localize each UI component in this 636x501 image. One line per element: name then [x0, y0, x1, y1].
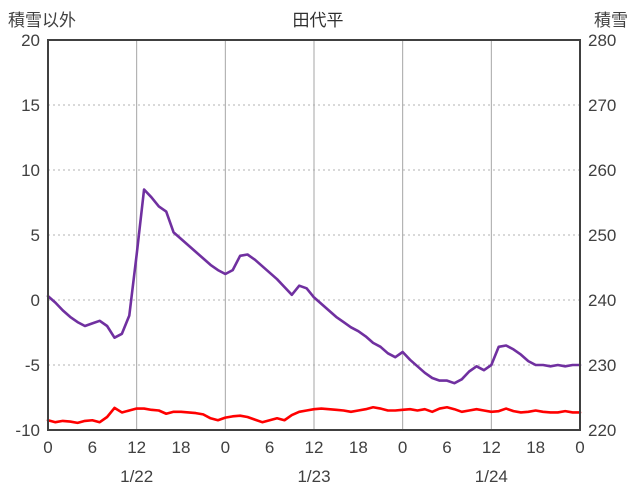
x-tick-label: 0 — [575, 438, 584, 457]
right-tick-label: 250 — [588, 226, 616, 245]
x-tick-label: 6 — [88, 438, 97, 457]
left-tick-label: -10 — [15, 421, 40, 440]
right-tick-label: 240 — [588, 291, 616, 310]
x-tick-label: 18 — [526, 438, 545, 457]
left-tick-label: -5 — [25, 356, 40, 375]
right-tick-label: 280 — [588, 31, 616, 50]
x-tick-label: 0 — [43, 438, 52, 457]
x-tick-label: 12 — [305, 438, 324, 457]
series-line-left — [46, 188, 582, 385]
x-tick-label: 0 — [398, 438, 407, 457]
left-tick-label: 10 — [21, 161, 40, 180]
day-label: 1/24 — [475, 467, 508, 486]
left-tick-label: 20 — [21, 31, 40, 50]
right-axis-title: 積雪 — [594, 11, 628, 30]
x-tick-label: 18 — [349, 438, 368, 457]
x-tick-label: 12 — [127, 438, 146, 457]
right-tick-label: 220 — [588, 421, 616, 440]
x-tick-label: 12 — [482, 438, 501, 457]
right-tick-label: 270 — [588, 96, 616, 115]
right-tick-label: 230 — [588, 356, 616, 375]
series-line-right — [46, 405, 582, 425]
plot-frame — [47, 39, 581, 431]
x-tick-label: 18 — [172, 438, 191, 457]
x-tick-label: 0 — [221, 438, 230, 457]
right-tick-label: 260 — [588, 161, 616, 180]
left-tick-label: 15 — [21, 96, 40, 115]
x-tick-label: 6 — [265, 438, 274, 457]
left-tick-label: 5 — [31, 226, 40, 245]
left-tick-label: 0 — [31, 291, 40, 310]
day-label: 1/23 — [297, 467, 330, 486]
day-label: 1/22 — [120, 467, 153, 486]
chart-title: 田代平 — [292, 11, 344, 30]
x-tick-label: 6 — [442, 438, 451, 457]
left-axis-title: 積雪以外 — [8, 11, 76, 30]
